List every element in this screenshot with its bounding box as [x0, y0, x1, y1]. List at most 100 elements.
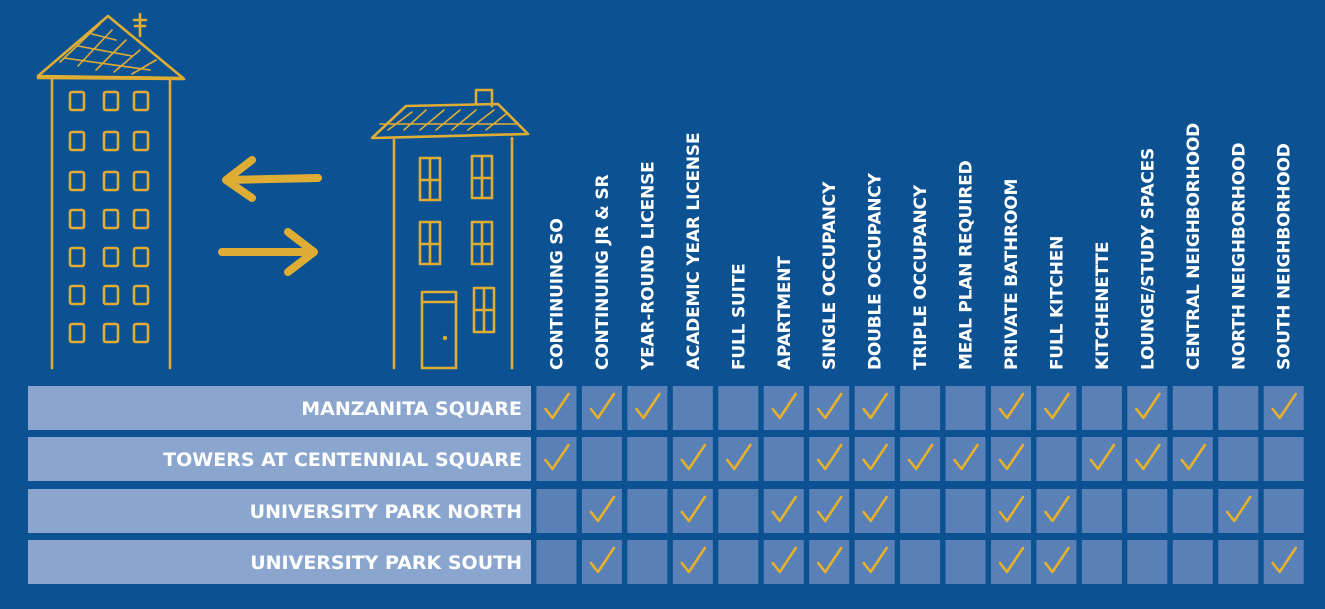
matrix-cell	[1036, 437, 1077, 481]
check-icon	[1180, 443, 1207, 471]
matrix-cell	[763, 489, 804, 533]
check-icon	[998, 443, 1025, 471]
matrix-cell	[945, 540, 986, 584]
matrix-cell	[900, 540, 941, 584]
check-icon	[816, 495, 843, 523]
check-icon	[771, 546, 798, 574]
tall-building-icon	[36, 12, 186, 370]
matrix-cell	[1263, 540, 1304, 584]
row-label: MANZANITA SQUARE	[301, 398, 522, 420]
column-header: PRIVATE BATHROOM	[1002, 179, 1022, 370]
check-icon	[589, 546, 616, 574]
check-icon	[1271, 392, 1297, 420]
column-header: KITCHENETTE	[1093, 242, 1113, 370]
column-header: TRIPLE OCCUPANCY	[911, 184, 931, 370]
matrix-cell	[1218, 437, 1259, 481]
check-icon	[816, 546, 843, 574]
matrix-cell	[1218, 540, 1259, 584]
row-label-bar	[28, 540, 531, 584]
matrix-cell	[1081, 489, 1122, 533]
matrix-cell	[581, 540, 622, 584]
matrix-cell	[991, 437, 1031, 481]
matrix-cell	[718, 386, 759, 430]
check-icon	[816, 392, 843, 420]
matrix-cell	[1127, 386, 1168, 430]
check-icon	[771, 392, 798, 420]
matrix-cell	[672, 489, 713, 533]
matrix-cell	[718, 489, 759, 533]
column-header: APARTMENT	[775, 256, 795, 370]
check-icon	[544, 443, 570, 471]
check-icon	[1089, 443, 1116, 471]
row-label-bar	[28, 386, 531, 430]
check-icon	[1044, 392, 1070, 420]
matrix-cell	[536, 489, 577, 533]
matrix-cell	[627, 386, 668, 430]
check-icon	[771, 495, 798, 523]
matrix-cell	[672, 386, 713, 430]
column-header: CONTINUING JR & SR	[593, 175, 613, 370]
column-header: MEAL PLAN REQUIRED	[957, 160, 977, 370]
check-icon	[1225, 495, 1252, 523]
check-icon	[680, 546, 707, 574]
matrix-cell	[945, 386, 986, 430]
matrix-cell	[672, 437, 713, 481]
matrix-cell	[991, 540, 1031, 584]
matrix-cell	[536, 437, 577, 481]
matrix-cell	[1081, 437, 1122, 481]
matrix-cell	[854, 386, 895, 430]
matrix-cell	[1263, 489, 1304, 533]
column-header: CENTRAL NEIGHBORHOOD	[1184, 123, 1204, 370]
matrix-cell	[1081, 540, 1122, 584]
matrix-cell	[809, 540, 850, 584]
small-house-icon	[370, 88, 530, 370]
column-header: SOUTH NEIGHBORHOOD	[1275, 143, 1295, 370]
matrix-cell	[627, 489, 668, 533]
check-icon	[589, 392, 616, 420]
row-label: TOWERS AT CENTENNIAL SQUARE	[163, 449, 522, 471]
check-icon	[1135, 443, 1161, 471]
matrix-cell	[536, 386, 577, 430]
matrix-cell	[763, 386, 804, 430]
row-label: UNIVERSITY PARK NORTH	[250, 501, 522, 523]
check-icon	[998, 546, 1025, 574]
check-icon	[1044, 495, 1070, 523]
check-icon	[589, 495, 616, 523]
check-icon	[862, 546, 888, 574]
check-icon	[998, 495, 1025, 523]
matrix-cell	[900, 489, 941, 533]
column-header: YEAR-ROUND LICENSE	[638, 161, 658, 371]
matrix-cell	[581, 386, 622, 430]
matrix-cell	[1036, 489, 1077, 533]
check-icon	[1135, 392, 1161, 420]
check-icon	[635, 392, 661, 420]
check-icon	[680, 495, 707, 523]
matrix-cell	[1172, 540, 1213, 584]
check-icon	[816, 443, 843, 471]
matrix-cell	[1127, 437, 1168, 481]
column-header: NORTH NEIGHBORHOOD	[1229, 143, 1249, 370]
matrix-cell	[1036, 386, 1077, 430]
matrix-cell	[1172, 386, 1213, 430]
matrix-cell	[672, 540, 713, 584]
matrix-cell	[945, 437, 986, 481]
check-icon	[862, 392, 888, 420]
column-header: CONTINUING SO	[548, 218, 568, 370]
matrix-cell	[900, 437, 941, 481]
matrix-cell	[945, 489, 986, 533]
check-icon	[1044, 546, 1070, 574]
column-header: FULL SUITE	[729, 263, 749, 370]
buildings-illustration	[36, 12, 530, 370]
column-header: SINGLE OCCUPANCY	[820, 181, 840, 370]
check-icon	[862, 443, 888, 471]
row-label: UNIVERSITY PARK SOUTH	[250, 552, 522, 574]
matrix-cell	[1263, 437, 1304, 481]
matrix-cell	[809, 437, 850, 481]
matrix-cell	[1263, 386, 1304, 430]
matrix-cell	[581, 437, 622, 481]
column-header: FULL KITCHEN	[1047, 236, 1067, 370]
check-icon	[1271, 546, 1297, 574]
matrix-cell	[854, 437, 895, 481]
